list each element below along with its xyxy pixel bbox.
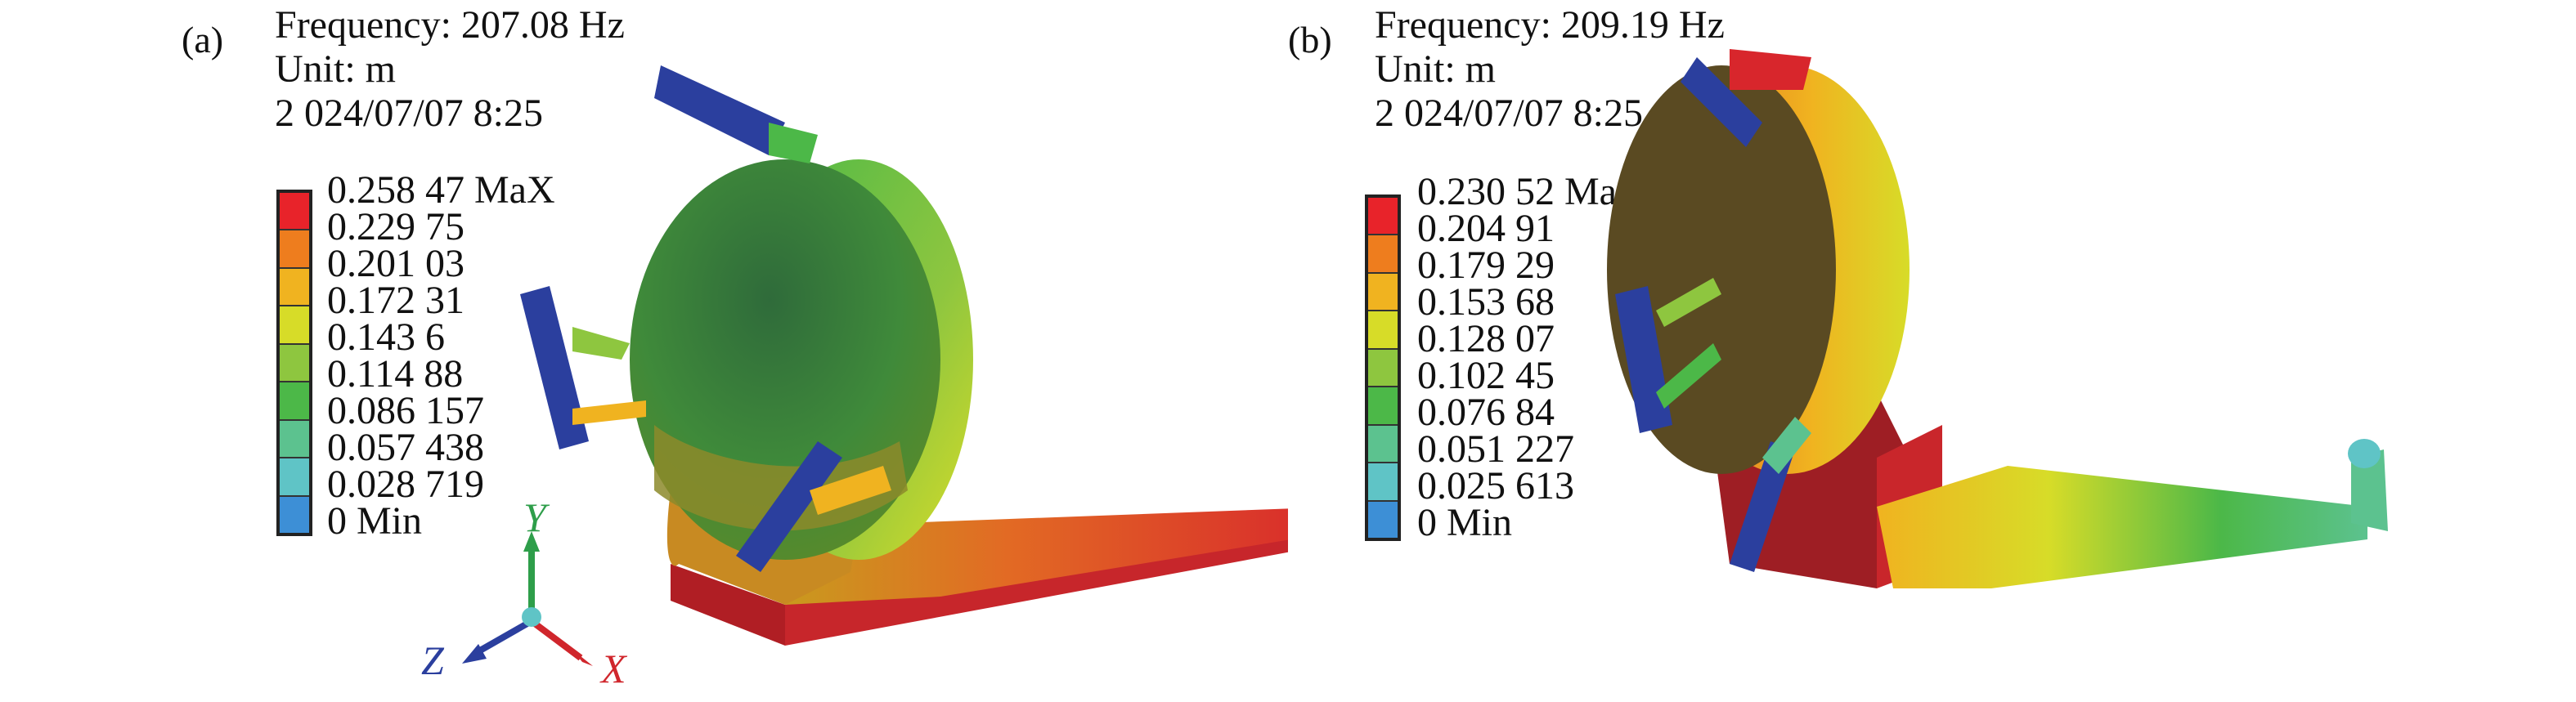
- legend-swatch: [280, 268, 309, 307]
- legend-value: 0.179 29: [1417, 244, 1555, 287]
- legend-value: 0.086 157: [327, 389, 484, 432]
- panel-label: (a): [182, 19, 224, 60]
- legend-swatch: [1368, 235, 1398, 274]
- legend-value: 0.201 03: [327, 242, 464, 285]
- legend-value: 0.114 88: [327, 352, 464, 396]
- unit-text: Unit: m: [275, 47, 397, 91]
- legend-value: 0.172 31: [327, 279, 464, 322]
- legend-value: 0 Min: [327, 499, 423, 543]
- z-axis-arrow: [473, 618, 533, 657]
- y-axis-label: Y: [523, 494, 550, 540]
- result-header: Frequency: 207.08 Hz Unit: m 2 024/07/07…: [275, 3, 625, 136]
- legend-value: 0.076 84: [1417, 391, 1555, 434]
- legend-value: 0.153 68: [1417, 280, 1555, 324]
- legend-swatch: [1368, 198, 1398, 236]
- legend-value: 0.258 47 MaX: [327, 168, 555, 212]
- legend-swatch: [1368, 425, 1398, 464]
- legend-swatch: [1368, 311, 1398, 350]
- legend-value: 0.128 07: [1417, 317, 1555, 360]
- legend-value: 0.051 227: [1417, 427, 1574, 471]
- legend-values: 0.258 47 MaX 0.229 75 0.201 03 0.172 31 …: [327, 168, 555, 543]
- timestamp-text: 2 024/07/07 8:25: [1375, 92, 1644, 135]
- timestamp-text: 2 024/07/07 8:25: [275, 92, 544, 135]
- legend-value: 0.204 91: [1417, 207, 1555, 250]
- unit-text: Unit: m: [1375, 47, 1497, 91]
- legend-swatch: [280, 344, 309, 383]
- legend-value: 0.230 52 Max: [1417, 170, 1636, 213]
- legend-swatch: [280, 230, 309, 269]
- legend-swatch: [1368, 273, 1398, 312]
- color-legend-bar: [1365, 195, 1401, 541]
- legend-value: 0.025 613: [1417, 464, 1574, 507]
- legend-swatch: [280, 420, 309, 459]
- mount-pad-top: [1681, 49, 1811, 147]
- legend-value: 0.028 719: [327, 463, 484, 506]
- mount-pad-left: [1615, 278, 1721, 433]
- legend-swatch: [1368, 349, 1398, 388]
- frequency-text: Frequency: 207.08 Hz: [275, 3, 625, 47]
- coordinate-triad: Y Z X: [421, 494, 628, 691]
- z-axis-label: Z: [421, 637, 445, 683]
- mount-pad-bottom: [736, 441, 891, 572]
- legend-swatch: [280, 382, 309, 421]
- legend-value: 0 Min: [1417, 501, 1513, 544]
- legend-swatch: [1368, 463, 1398, 502]
- legend-swatch: [1368, 387, 1398, 426]
- legend-value: 0.143 6: [327, 315, 445, 359]
- legend-swatch: [280, 193, 309, 231]
- x-axis-label: X: [599, 646, 628, 691]
- frequency-text: Frequency: 209.19 Hz: [1375, 3, 1725, 47]
- fem-mode-shape-b: [1607, 49, 2388, 588]
- legend-value: 0.057 438: [327, 426, 484, 469]
- result-header: Frequency: 209.19 Hz Unit: m 2 024/07/07…: [1375, 3, 1725, 136]
- legend-swatch: [280, 496, 309, 533]
- panel-a: (a) Frequency: 207.08 Hz Unit: m 2 024/0…: [182, 3, 1288, 691]
- cantilever-arm: [1877, 439, 2388, 588]
- mount-pad-top: [654, 65, 818, 163]
- fem-mode-shape-a: Y Z X: [421, 65, 1288, 691]
- x-axis-arrow: [529, 618, 583, 661]
- mount-pad-left: [520, 286, 646, 449]
- legend-swatch: [280, 306, 309, 345]
- housing-face: [1607, 65, 1836, 474]
- legend-swatch: [1368, 501, 1398, 538]
- panel-label: (b): [1288, 19, 1332, 60]
- color-legend-bar: [276, 190, 312, 536]
- legend-value: 0.229 75: [327, 205, 464, 248]
- panel-b: (b) Frequency: 209.19 Hz Unit: m 2 024/0…: [1288, 0, 2576, 702]
- mount-pad-bottom: [1730, 417, 1811, 572]
- legend-value: 0.102 45: [1417, 354, 1555, 397]
- legend-values: 0.230 52 Max 0.204 91 0.179 29 0.153 68 …: [1417, 170, 1636, 544]
- legend-swatch: [280, 458, 309, 497]
